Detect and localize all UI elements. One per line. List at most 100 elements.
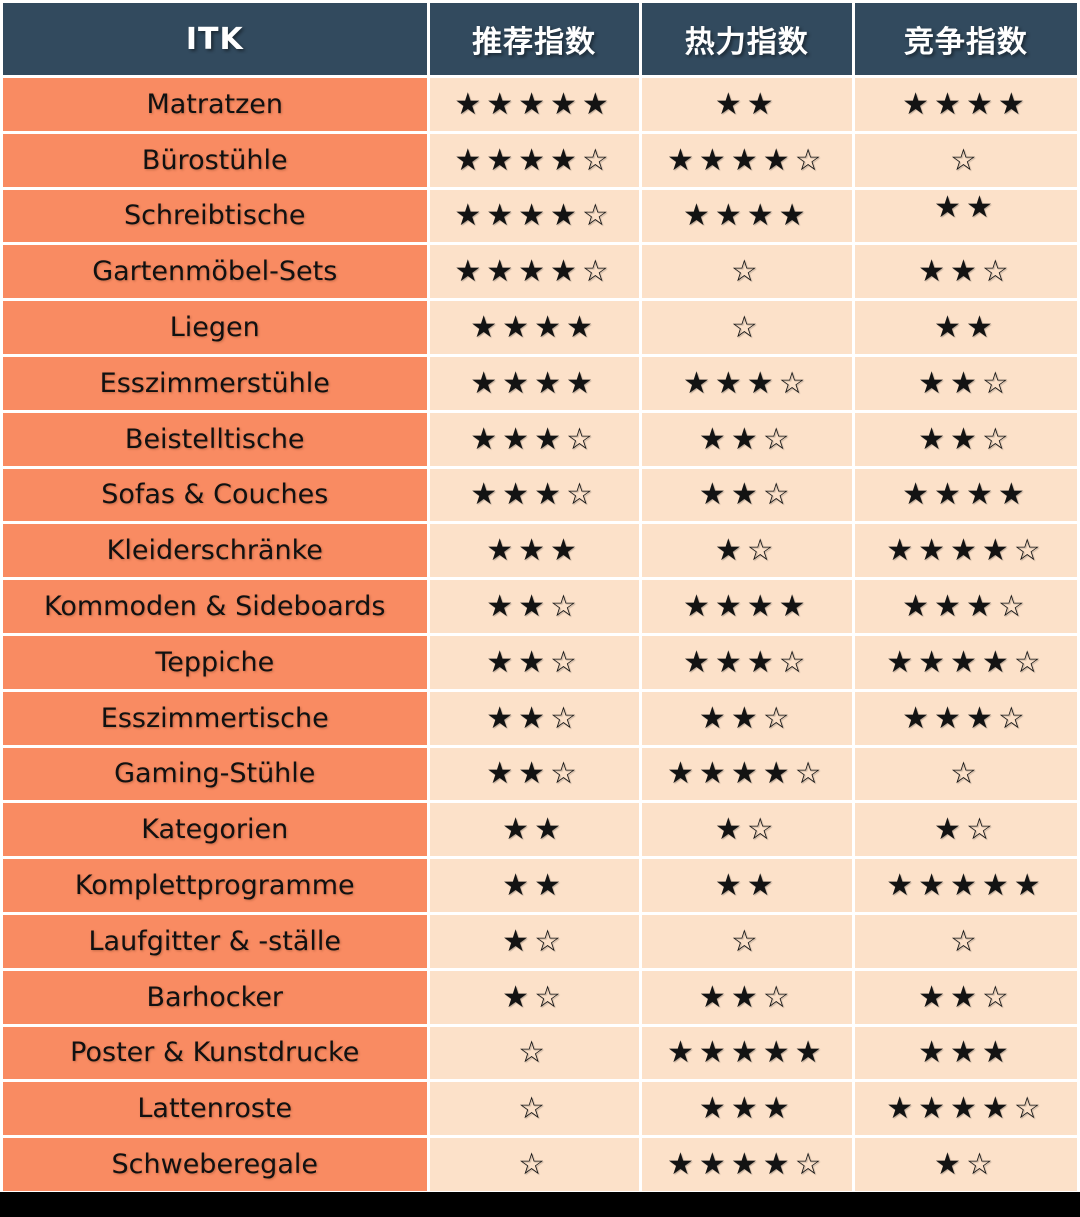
- recommend-rating-stars: ★☆: [426, 967, 642, 1027]
- heat-rating-stars: ★★★★: [638, 577, 855, 636]
- heat-rating-stars: ★★☆: [638, 465, 855, 525]
- category-label: Teppiche: [0, 632, 430, 692]
- recommend-rating-stars: ☆: [426, 1023, 642, 1083]
- table-row: Matratzen ★★★★★ ★★ ★★★★: [0, 75, 1080, 134]
- category-label: Matratzen: [0, 75, 430, 134]
- recommend-rating-stars: ★★★☆: [426, 465, 642, 525]
- category-label: Laufgitter & -ställe: [0, 911, 430, 971]
- table-row: Schreibtische ★★★★☆ ★★★★ ★★: [0, 186, 1080, 246]
- table-row: Teppiche ★★☆ ★★★☆ ★★★★☆: [0, 632, 1080, 692]
- recommend-rating-stars: ☆: [426, 1079, 642, 1139]
- competition-rating-stars: ★★★: [851, 1023, 1080, 1083]
- recommend-rating-stars: ★★★★: [426, 353, 642, 413]
- heat-rating-stars: ★★★☆: [638, 632, 855, 692]
- recommend-rating-stars: ★★★★☆: [426, 130, 642, 190]
- heat-rating-stars: ★★★★★: [638, 1023, 855, 1083]
- table-row: Liegen ★★★★ ☆ ★★: [0, 298, 1080, 357]
- competition-rating-stars: ★★★★☆: [851, 632, 1080, 692]
- heat-rating-stars: ☆: [638, 298, 855, 357]
- table-row: Gaming-Stühle ★★☆ ★★★★☆ ☆: [0, 744, 1080, 804]
- table-row: Bürostühle ★★★★☆ ★★★★☆ ☆: [0, 130, 1080, 190]
- competition-rating-stars: ★★★★☆: [851, 1079, 1080, 1139]
- recommend-rating-stars: ★★: [426, 856, 642, 915]
- competition-rating-stars: ★★☆: [851, 353, 1080, 413]
- competition-rating-stars: ★★★★☆: [851, 521, 1080, 581]
- heat-rating-stars: ★★★: [638, 1079, 855, 1139]
- heat-rating-stars: ★★: [638, 75, 855, 134]
- category-label: Schreibtische: [0, 186, 430, 246]
- competition-rating-stars: ★★: [851, 186, 1080, 246]
- category-label: Schweberegale: [0, 1135, 430, 1194]
- table-row: Schweberegale ☆ ★★★★☆ ★☆: [0, 1135, 1080, 1194]
- table-row: Kleiderschränke ★★★ ★☆ ★★★★☆: [0, 521, 1080, 581]
- table-row: Lattenroste ☆ ★★★ ★★★★☆: [0, 1079, 1080, 1139]
- table-row: Gartenmöbel-Sets ★★★★☆ ☆ ★★☆: [0, 242, 1080, 302]
- competition-rating-stars: ★★★★: [851, 75, 1080, 134]
- header-row: ITK 推荐指数 热力指数 竞争指数: [0, 0, 1080, 78]
- heat-rating-stars: ★★☆: [638, 688, 855, 748]
- competition-rating-stars: ★★★☆: [851, 688, 1080, 748]
- category-label: Lattenroste: [0, 1079, 430, 1139]
- category-label: Gaming-Stühle: [0, 744, 430, 804]
- competition-rating-stars: ★★☆: [851, 242, 1080, 302]
- category-label: Barhocker: [0, 967, 430, 1027]
- table-row: Kategorien ★★ ★☆ ★☆: [0, 800, 1080, 860]
- table-row: Kommoden & Sideboards ★★☆ ★★★★ ★★★☆: [0, 577, 1080, 636]
- competition-rating-stars: ★☆: [851, 800, 1080, 860]
- header-competition-index: 竞争指数: [851, 0, 1080, 78]
- category-label: Gartenmöbel-Sets: [0, 242, 430, 302]
- recommend-rating-stars: ★★★★: [426, 298, 642, 357]
- recommend-rating-stars: ★★: [426, 800, 642, 860]
- heat-rating-stars: ☆: [638, 911, 855, 971]
- recommend-rating-stars: ★★★★☆: [426, 242, 642, 302]
- category-label: Esszimmerstühle: [0, 353, 430, 413]
- heat-rating-stars: ★★☆: [638, 409, 855, 469]
- heat-rating-stars: ★★★★☆: [638, 1135, 855, 1194]
- table-row: Komplettprogramme ★★ ★★ ★★★★★: [0, 856, 1080, 915]
- footer-bar: [0, 1192, 1080, 1217]
- competition-rating-stars: ★☆: [851, 1135, 1080, 1194]
- table-body: Matratzen ★★★★★ ★★ ★★★★ Bürostühle ★★★★☆ ★★★★☆…: [0, 75, 1080, 1194]
- table-row: Barhocker ★☆ ★★☆ ★★☆: [0, 967, 1080, 1027]
- table-row: Esszimmerstühle ★★★★ ★★★☆ ★★☆: [0, 353, 1080, 413]
- competition-rating-stars: ★★★★★: [851, 856, 1080, 915]
- heat-rating-stars: ★★: [638, 856, 855, 915]
- competition-rating-stars: ★★☆: [851, 409, 1080, 469]
- recommend-rating-stars: ★★★☆: [426, 409, 642, 469]
- category-label: Sofas & Couches: [0, 465, 430, 525]
- heat-rating-stars: ★☆: [638, 521, 855, 581]
- category-label: Kommoden & Sideboards: [0, 577, 430, 636]
- header-recommend-index: 推荐指数: [426, 0, 642, 78]
- heat-rating-stars: ★★★★: [638, 186, 855, 246]
- recommend-rating-stars: ★★☆: [426, 744, 642, 804]
- competition-rating-stars: ☆: [851, 911, 1080, 971]
- competition-rating-stars: ★★☆: [851, 967, 1080, 1027]
- recommend-rating-stars: ★★☆: [426, 632, 642, 692]
- table-row: Poster & Kunstdrucke ☆ ★★★★★ ★★★: [0, 1023, 1080, 1083]
- competition-rating-stars: ★★★★: [851, 465, 1080, 525]
- heat-rating-stars: ☆: [638, 242, 855, 302]
- header-heat-index: 热力指数: [638, 0, 855, 78]
- category-label: Esszimmertische: [0, 688, 430, 748]
- heat-rating-stars: ★☆: [638, 800, 855, 860]
- competition-rating-stars: ☆: [851, 130, 1080, 190]
- heat-rating-stars: ★★★★☆: [638, 744, 855, 804]
- competition-rating-stars: ★★★☆: [851, 577, 1080, 636]
- table-header: ITK 推荐指数 热力指数 竞争指数: [0, 0, 1080, 78]
- competition-rating-stars: ★★: [851, 298, 1080, 357]
- table-row: Laufgitter & -ställe ★☆ ☆ ☆: [0, 911, 1080, 971]
- heat-rating-stars: ★★★★☆: [638, 130, 855, 190]
- recommend-rating-stars: ★★☆: [426, 577, 642, 636]
- category-label: Liegen: [0, 298, 430, 357]
- recommend-rating-stars: ★★★: [426, 521, 642, 581]
- recommend-rating-stars: ★☆: [426, 911, 642, 971]
- category-label: Poster & Kunstdrucke: [0, 1023, 430, 1083]
- heat-rating-stars: ★★☆: [638, 967, 855, 1027]
- table-row: Beistelltische ★★★☆ ★★☆ ★★☆: [0, 409, 1080, 469]
- category-label: Beistelltische: [0, 409, 430, 469]
- recommend-rating-stars: ☆: [426, 1135, 642, 1194]
- recommend-rating-stars: ★★★★★: [426, 75, 642, 134]
- recommend-rating-stars: ★★☆: [426, 688, 642, 748]
